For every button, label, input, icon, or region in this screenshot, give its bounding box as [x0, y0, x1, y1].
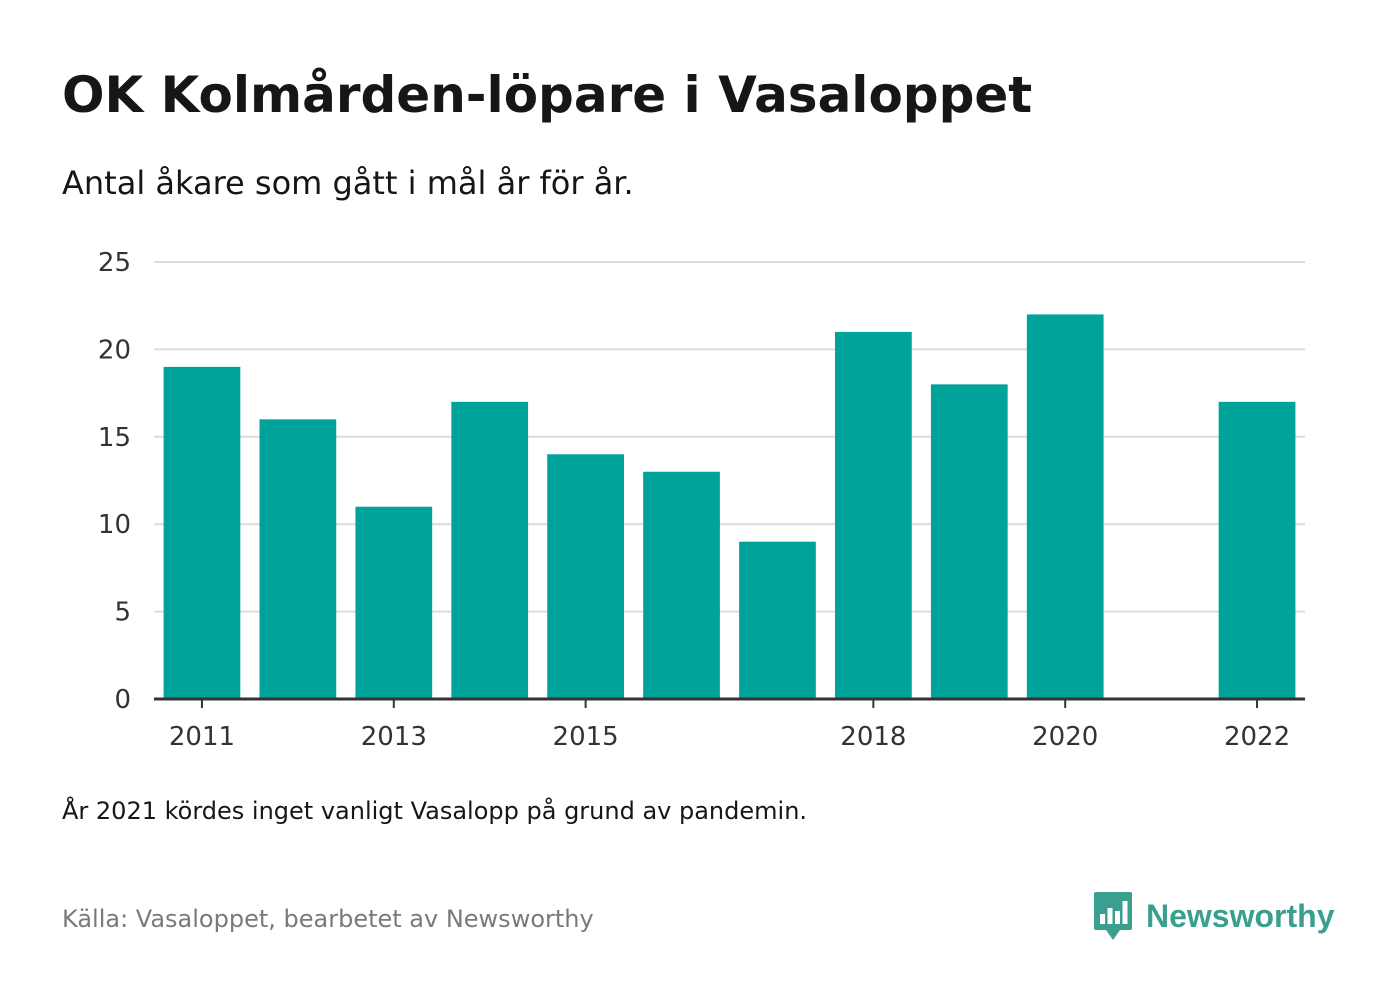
footnote: År 2021 kördes inget vanligt Vasalopp på…	[62, 797, 808, 825]
tick-labels: 0 5 10 15 20 25 2011 2013 2015 2018 2020 2022	[98, 248, 1290, 752]
bar-2014	[451, 401, 529, 699]
bar-2019	[930, 384, 1008, 699]
bar-2011	[163, 366, 241, 699]
bars	[163, 314, 1296, 699]
x-tick-label: 2022	[1224, 722, 1290, 752]
y-tick-label: 20	[98, 335, 131, 365]
bar-chart: 0 5 10 15 20 25 2011 2013 2015 2018 2020 2022	[98, 248, 1305, 752]
x-tick-label: 2018	[840, 722, 906, 752]
source-credit: Källa: Vasaloppet, bearbetet av Newswort…	[62, 905, 594, 933]
brand-logo: Newsworthy	[1092, 888, 1334, 944]
bar-2013	[355, 506, 433, 699]
bar-2022	[1218, 401, 1296, 699]
newsworthy-logo-icon	[1094, 892, 1132, 940]
bar-2012	[259, 419, 337, 699]
y-tick-label: 15	[98, 423, 131, 453]
y-tick-label: 25	[98, 248, 131, 278]
x-tick-label: 2013	[361, 722, 427, 752]
y-tick-label: 5	[114, 598, 131, 628]
x-tick-label: 2020	[1032, 722, 1098, 752]
x-tick-label: 2015	[553, 722, 619, 752]
bar-2017	[739, 541, 816, 699]
y-tick-label: 0	[114, 685, 131, 715]
axes	[154, 697, 1305, 708]
bar-2016	[643, 471, 720, 699]
bar-2020	[1026, 314, 1104, 699]
x-tick-label: 2011	[169, 722, 235, 752]
bar-2018	[835, 331, 912, 699]
brand-name: Newsworthy	[1146, 897, 1335, 934]
bar-2015	[547, 454, 624, 699]
chart-subtitle: Antal åkare som gått i mål år för år.	[62, 164, 634, 202]
y-tick-label: 10	[98, 510, 131, 540]
chart-title: OK Kolmården-löpare i Vasaloppet	[62, 66, 1033, 124]
grid-lines	[154, 261, 1305, 613]
